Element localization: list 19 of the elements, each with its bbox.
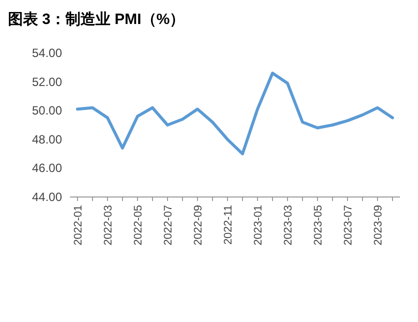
y-tick-label: 48.00 xyxy=(32,132,62,146)
x-tick-label: 2022-05 xyxy=(132,205,144,246)
x-tick-label: 2023-07 xyxy=(342,205,354,246)
y-tick-label: 44.00 xyxy=(32,190,62,204)
y-tick-label: 46.00 xyxy=(32,161,62,176)
x-tick-label: 2022-01 xyxy=(72,205,84,246)
y-tick-label: 50.00 xyxy=(32,104,62,118)
x-tick-label: 2022-03 xyxy=(102,205,114,246)
line-series xyxy=(76,72,394,156)
chart-title: 图表 3：制造业 PMI（%） xyxy=(8,11,185,28)
x-tick-label: 2022-07 xyxy=(162,205,174,246)
y-tick-label: 54.00 xyxy=(32,46,62,60)
x-tick-label: 2023-05 xyxy=(312,205,324,246)
x-tick-label: 2023-03 xyxy=(282,205,294,246)
x-tick-label: 2022-11 xyxy=(222,205,234,245)
x-tick-label: 2023-01 xyxy=(252,205,264,246)
x-tick-label: 2022-09 xyxy=(192,205,204,246)
y-tick-label: 52.00 xyxy=(32,74,62,89)
x-tick-label: 2023-09 xyxy=(372,205,384,246)
